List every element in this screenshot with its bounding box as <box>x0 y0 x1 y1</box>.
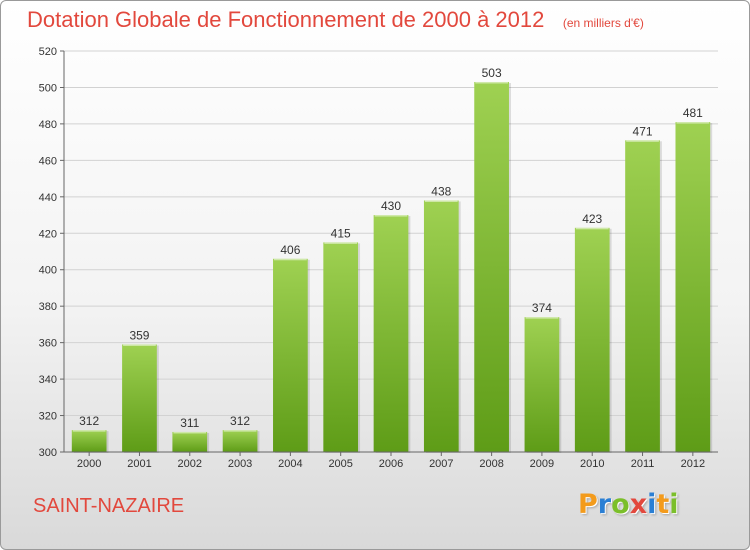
bar-2001[interactable] <box>122 344 157 452</box>
y-tick-label-420: 420 <box>39 228 57 240</box>
labels: 300 320 340 360 380 400 420 440 460 480 500 520 312 2… <box>39 46 705 470</box>
value-label-2007: 438 <box>431 184 451 198</box>
x-tick-label-2002: 2002 <box>178 458 202 470</box>
value-label-2002: 311 <box>180 416 199 430</box>
bar-highlight-2006 <box>374 215 408 217</box>
x-tick-label-2012: 2012 <box>681 458 705 470</box>
bar-2005[interactable] <box>323 242 359 452</box>
chart-title: Dotation Globale de Fonctionnement de 20… <box>27 7 545 32</box>
title-row: Dotation Globale de Fonctionnement de 20… <box>27 7 644 33</box>
logo-letter-2: o <box>611 489 630 520</box>
proxiti-logo[interactable]: Proxiti <box>578 489 679 520</box>
logo-letter-3: x <box>629 489 648 520</box>
bar-highlight-2004 <box>274 258 307 261</box>
y-tick-label-480: 480 <box>39 119 57 131</box>
bar-2002[interactable] <box>172 431 208 452</box>
value-label-2003: 312 <box>230 414 250 428</box>
value-label-2004: 406 <box>280 243 300 257</box>
bar-2011[interactable] <box>625 140 660 452</box>
bar-highlight-2012 <box>676 122 710 124</box>
y-tick-label-340: 340 <box>39 374 57 386</box>
bar-highlight-2002 <box>173 431 207 434</box>
value-label-2006: 430 <box>381 199 401 213</box>
bar-highlight-2011 <box>626 140 659 142</box>
y-tick-label-320: 320 <box>39 411 57 423</box>
bar-highlight-2001 <box>123 344 156 346</box>
bar-2007[interactable] <box>423 200 459 452</box>
bar-highlight-2009 <box>525 317 559 319</box>
bar-2004[interactable] <box>273 258 308 452</box>
y-tick-label-300: 300 <box>39 447 57 459</box>
bar-highlight-2007 <box>424 200 458 202</box>
bar-highlight-2003 <box>223 430 257 432</box>
bar-highlight-2000 <box>72 430 106 432</box>
bars <box>71 81 713 454</box>
bar-2009[interactable] <box>524 317 560 452</box>
x-tick-label-2008: 2008 <box>479 458 503 470</box>
bar-2000[interactable] <box>71 430 107 452</box>
y-tick-label-460: 460 <box>39 155 57 167</box>
value-label-2008: 503 <box>482 66 502 80</box>
x-tick-label-2001: 2001 <box>127 458 151 470</box>
x-tick-label-2000: 2000 <box>77 458 101 470</box>
value-label-2000: 312 <box>79 414 99 428</box>
bar-2010[interactable] <box>574 227 610 452</box>
bar-highlight-2005 <box>324 242 358 244</box>
bar-highlight-2008 <box>475 81 508 84</box>
x-tick-label-2006: 2006 <box>379 458 403 470</box>
x-tick-label-2005: 2005 <box>328 458 352 470</box>
x-tick-label-2010: 2010 <box>580 458 604 470</box>
logo-letter-1: r <box>597 489 612 520</box>
y-tick-label-520: 520 <box>39 46 57 58</box>
y-tick-label-500: 500 <box>39 82 57 94</box>
chart-subtitle: (en milliers d'€) <box>562 16 644 30</box>
x-tick-label-2011: 2011 <box>631 458 655 470</box>
value-label-2010: 423 <box>582 212 602 226</box>
bar-2006[interactable] <box>373 215 409 452</box>
city-name: SAINT-NAZAIRE <box>33 495 185 517</box>
value-label-2011: 471 <box>633 124 653 138</box>
y-tick-label-360: 360 <box>39 338 57 350</box>
x-tick-label-2004: 2004 <box>278 458 302 470</box>
bar-2003[interactable] <box>222 430 258 452</box>
logo-letter-4: i <box>647 489 657 520</box>
bar-highlight-2010 <box>575 227 609 230</box>
value-label-2009: 374 <box>532 301 552 315</box>
bar-2008[interactable] <box>474 81 509 453</box>
logo-letter-6: i <box>669 489 679 520</box>
x-tick-label-2009: 2009 <box>530 458 554 470</box>
value-label-2005: 415 <box>331 226 351 240</box>
logo-letter-0: P <box>578 489 598 520</box>
value-label-2012: 481 <box>683 106 703 120</box>
x-tick-label-2003: 2003 <box>228 458 252 470</box>
axes <box>60 50 718 456</box>
y-tick-label-440: 440 <box>39 192 57 204</box>
x-tick-label-2007: 2007 <box>429 458 453 470</box>
bar-2012[interactable] <box>675 122 711 452</box>
y-tick-label-380: 380 <box>39 301 57 313</box>
y-tick-label-400: 400 <box>39 265 57 277</box>
value-label-2001: 359 <box>129 328 149 342</box>
logo-letter-5: t <box>656 489 670 520</box>
